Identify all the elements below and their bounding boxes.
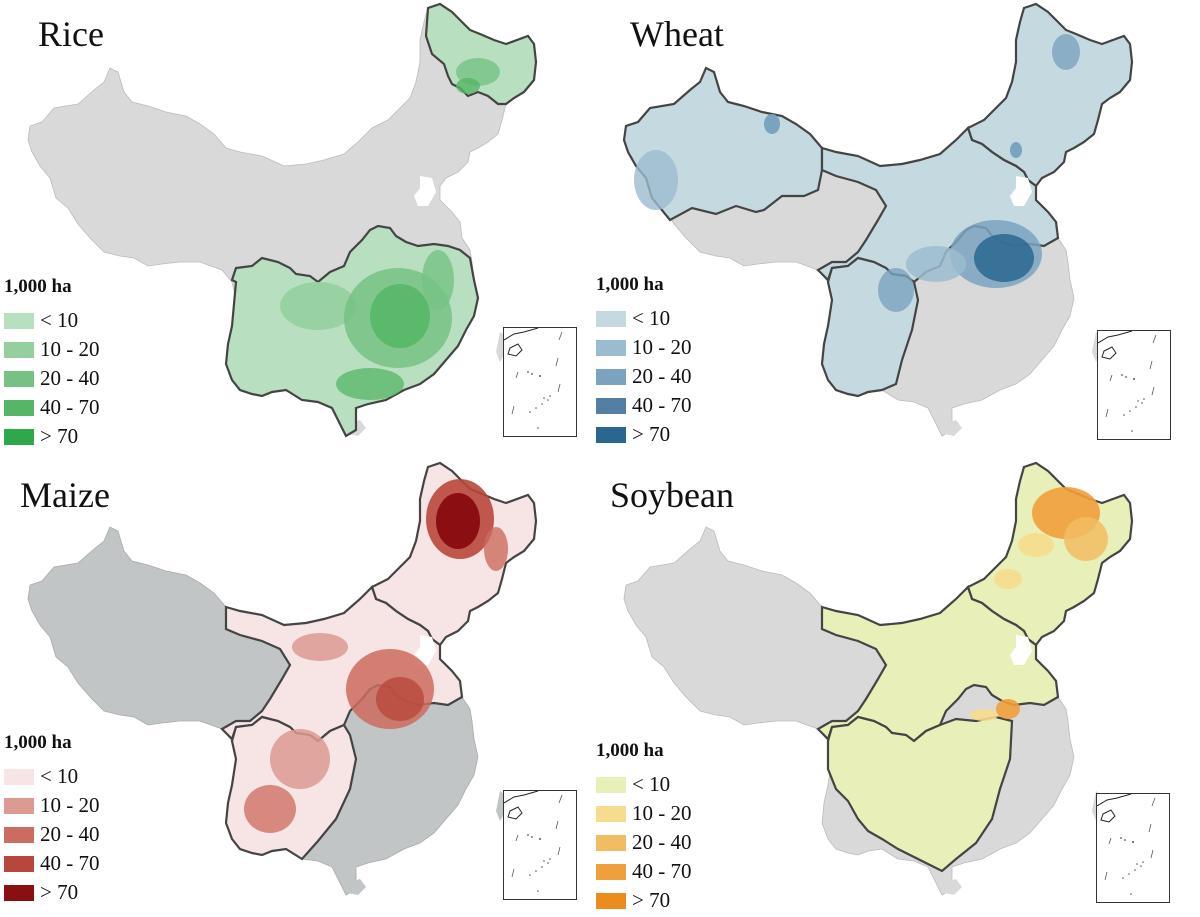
legend-item: 10 - 20 xyxy=(596,333,692,362)
legend-title: 1,000 ha xyxy=(4,276,72,297)
legend: 1,000 ha < 10 10 - 20 20 - 40 40 - 70 > … xyxy=(596,740,692,915)
legend: 1,000 ha < 10 10 - 20 20 - 40 40 - 70 > … xyxy=(4,276,100,451)
legend-item: < 10 xyxy=(596,770,692,799)
legend-item: 40 - 70 xyxy=(4,393,100,422)
legend-item: 40 - 70 xyxy=(4,849,100,878)
inset-map-icon xyxy=(503,327,563,429)
rice-map xyxy=(27,2,538,438)
legend-item: < 10 xyxy=(596,304,692,333)
wheat-map xyxy=(622,2,1134,437)
legend-item: > 70 xyxy=(596,420,692,449)
legend-item: > 70 xyxy=(596,886,692,915)
legend-item: < 10 xyxy=(4,306,100,335)
legend: 1,000 ha < 10 10 - 20 20 - 40 40 - 70 > … xyxy=(596,274,692,449)
legend-title: 1,000 ha xyxy=(4,732,72,753)
south-china-sea-inset xyxy=(503,790,577,900)
legend-title: 1,000 ha xyxy=(596,274,664,295)
inset-map-icon xyxy=(503,790,563,892)
legend-item: 10 - 20 xyxy=(4,335,100,364)
south-china-sea-inset xyxy=(1097,330,1171,440)
legend-title: 1,000 ha xyxy=(596,740,664,761)
panel-maize: Maize 1,000 ha < 10 10 - 20 20 - 40 40 -… xyxy=(0,459,600,917)
maize-map xyxy=(27,461,538,896)
legend-item: 10 - 20 xyxy=(4,791,100,820)
panel-title: Soybean xyxy=(610,475,734,515)
legend-item: 20 - 40 xyxy=(596,828,692,857)
inset-map-icon xyxy=(1097,330,1157,432)
panel-soybean: Soybean 1,000 ha < 10 10 - 20 20 - 40 40… xyxy=(596,459,1196,917)
legend: 1,000 ha < 10 10 - 20 20 - 40 40 - 70 > … xyxy=(4,732,100,907)
panel-title: Rice xyxy=(38,14,104,54)
panel-title: Wheat xyxy=(630,14,724,54)
legend-item: 20 - 40 xyxy=(4,364,100,393)
legend-item: > 70 xyxy=(4,422,100,451)
legend-item: 20 - 40 xyxy=(596,362,692,391)
panel-title: Maize xyxy=(20,475,110,515)
soybean-map xyxy=(623,461,1134,896)
legend-item: < 10 xyxy=(4,762,100,791)
legend-item: 20 - 40 xyxy=(4,820,100,849)
legend-item: 10 - 20 xyxy=(596,799,692,828)
panel-rice: Rice 1,000 ha < 10 10 - 20 20 - 40 40 - … xyxy=(0,0,600,458)
legend-item: > 70 xyxy=(4,878,100,907)
inset-map-icon xyxy=(1096,793,1156,895)
legend-item: 40 - 70 xyxy=(596,391,692,420)
south-china-sea-inset xyxy=(1096,793,1170,903)
panel-wheat: Wheat 1,000 ha < 10 10 - 20 20 - 40 40 -… xyxy=(596,0,1196,458)
legend-item: 40 - 70 xyxy=(596,857,692,886)
south-china-sea-inset xyxy=(503,327,577,437)
